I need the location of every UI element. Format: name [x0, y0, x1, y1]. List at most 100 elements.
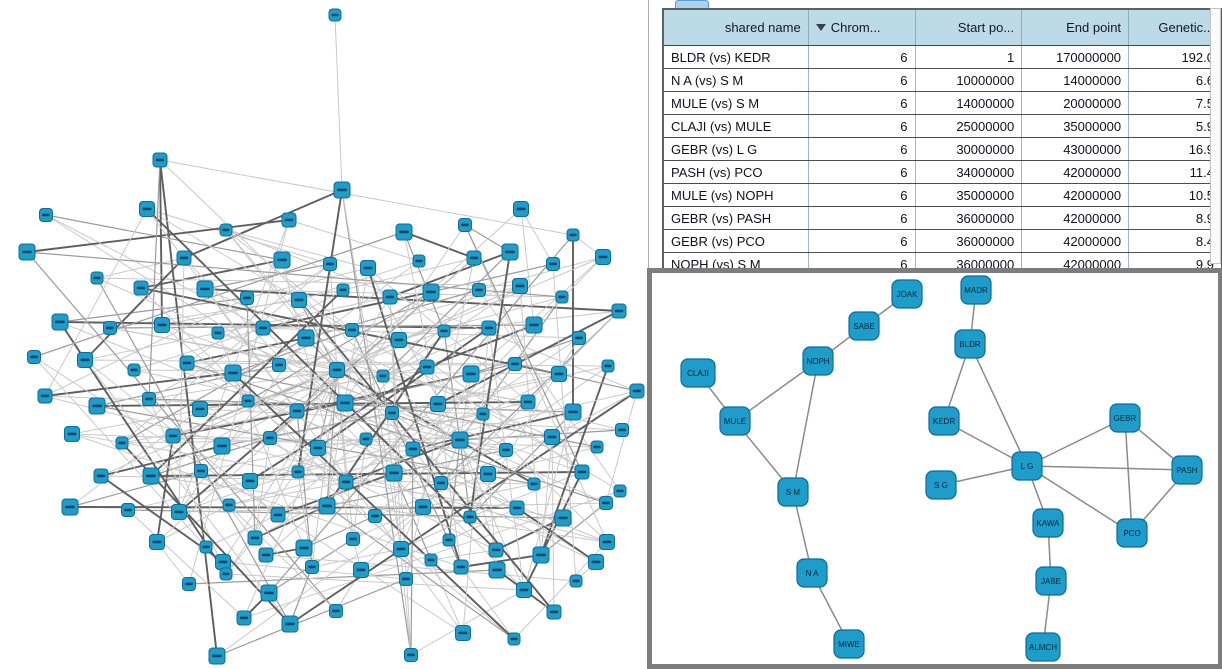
network-node[interactable]	[289, 403, 305, 419]
network-node[interactable]	[219, 567, 233, 581]
network-node-kawa[interactable]: KAWA	[1032, 508, 1064, 538]
network-node[interactable]	[391, 332, 407, 348]
filter-funnel-icon[interactable]	[815, 24, 826, 31]
network-node[interactable]	[393, 541, 409, 557]
network-node-pash[interactable]: PASH	[1171, 455, 1203, 485]
cell-value[interactable]: 42000000	[1021, 160, 1130, 184]
cell-shared-name[interactable]: N A (vs) S M	[662, 68, 809, 92]
network-node[interactable]	[192, 401, 208, 417]
network-node-l-g[interactable]: L G	[1011, 451, 1043, 481]
network-node[interactable]	[213, 437, 231, 455]
column-header-shared-name[interactable]: shared name	[662, 8, 809, 46]
table-scrollbar[interactable]	[1210, 8, 1221, 264]
network-node[interactable]	[295, 539, 313, 557]
network-node[interactable]	[338, 474, 354, 490]
network-node[interactable]	[555, 290, 569, 304]
network-node[interactable]	[240, 291, 254, 305]
network-node[interactable]	[574, 464, 590, 480]
cell-value[interactable]: 14000000	[914, 91, 1023, 115]
cell-value[interactable]: 6	[807, 137, 916, 161]
cell-value[interactable]: 42000000	[1021, 229, 1130, 253]
network-node[interactable]	[88, 397, 106, 415]
network-node[interactable]	[133, 280, 149, 296]
network-node[interactable]	[171, 504, 187, 520]
network-node[interactable]	[601, 359, 615, 373]
network-node[interactable]	[516, 582, 532, 598]
cell-value[interactable]: 170000000	[1021, 45, 1130, 69]
network-node[interactable]	[247, 530, 263, 546]
table-row[interactable]: GEBR (vs) PCO 6 36000000 42000000 8.4	[662, 229, 1222, 253]
cell-shared-name[interactable]: MULE (vs) S M	[662, 91, 809, 115]
network-node[interactable]	[194, 464, 208, 478]
column-header-genetic-[interactable]: Genetic...	[1128, 8, 1222, 46]
network-node[interactable]	[176, 250, 192, 266]
network-node[interactable]	[385, 406, 399, 420]
cell-shared-name[interactable]: MULE (vs) NOPH	[662, 183, 809, 207]
network-node[interactable]	[18, 243, 36, 261]
network-node[interactable]	[430, 396, 446, 412]
network-node[interactable]	[152, 152, 168, 168]
network-node[interactable]	[437, 324, 451, 338]
network-node[interactable]	[566, 228, 580, 242]
network-node[interactable]	[527, 477, 541, 491]
network-node[interactable]	[90, 271, 104, 285]
network-node[interactable]	[333, 181, 351, 199]
network-node[interactable]	[297, 329, 315, 347]
network-node[interactable]	[599, 496, 613, 510]
network-node[interactable]	[368, 509, 382, 523]
network-node[interactable]	[196, 280, 214, 298]
network-node-mule[interactable]: MULE	[719, 406, 751, 436]
network-node[interactable]	[611, 303, 627, 319]
network-node[interactable]	[318, 497, 336, 515]
table-row[interactable]: MULE (vs) NOPH 6 35000000 42000000 10.5	[662, 183, 1222, 207]
network-node[interactable]	[142, 467, 160, 485]
network-node[interactable]	[165, 428, 181, 444]
table-row[interactable]: GEBR (vs) L G 6 30000000 43000000 16.9	[662, 137, 1222, 161]
column-header-chrom-[interactable]: Chrom...	[807, 8, 916, 46]
cell-value[interactable]: 6	[807, 206, 916, 230]
network-node[interactable]	[422, 283, 440, 301]
cell-value[interactable]: 34000000	[914, 160, 1023, 184]
network-node[interactable]	[27, 350, 41, 364]
table-row[interactable]: GEBR (vs) PASH 6 36000000 42000000 8.9	[662, 206, 1222, 230]
network-node[interactable]	[305, 560, 319, 574]
network-node[interactable]	[263, 431, 277, 445]
cell-value[interactable]: 192.0	[1128, 45, 1222, 69]
network-node-miwe[interactable]: MIWE	[833, 629, 865, 659]
network-node[interactable]	[255, 320, 271, 336]
network-node[interactable]	[488, 561, 506, 579]
cell-value[interactable]: 10.5	[1128, 183, 1222, 207]
column-header-end-point[interactable]: End point	[1021, 8, 1130, 46]
network-node[interactable]	[310, 440, 326, 456]
network-node[interactable]	[39, 208, 53, 222]
cell-value[interactable]: 20000000	[1021, 91, 1130, 115]
network-node[interactable]	[569, 574, 583, 588]
network-node-s-g[interactable]: S G	[925, 470, 957, 500]
network-node[interactable]	[127, 363, 141, 377]
network-node-bldr[interactable]: BLDR	[954, 329, 986, 359]
network-node[interactable]	[509, 500, 525, 516]
cell-value[interactable]: 1	[914, 45, 1023, 69]
cell-value[interactable]: 43000000	[1021, 137, 1130, 161]
network-node[interactable]	[395, 223, 413, 241]
network-node-claji[interactable]: CLAJI	[680, 358, 716, 388]
network-node-gebr[interactable]: GEBR	[1109, 403, 1141, 433]
table-row[interactable]: MULE (vs) S M 6 14000000 20000000 7.5	[662, 91, 1222, 115]
network-node[interactable]	[564, 403, 582, 421]
network-node[interactable]	[64, 426, 80, 442]
cell-value[interactable]: 6	[807, 229, 916, 253]
network-node[interactable]	[273, 251, 291, 269]
network-node[interactable]	[142, 392, 156, 406]
network-node[interactable]	[51, 313, 69, 331]
network-node[interactable]	[149, 534, 165, 550]
network-node[interactable]	[501, 243, 519, 261]
network-node-s-m[interactable]: S M	[777, 477, 809, 507]
main-network-canvas[interactable]	[0, 0, 648, 669]
cell-value[interactable]: 36000000	[914, 229, 1023, 253]
cell-value[interactable]: 35000000	[1021, 114, 1130, 138]
cell-value[interactable]: 7.5	[1128, 91, 1222, 115]
network-node[interactable]	[93, 468, 109, 484]
table-row[interactable]: N A (vs) S M 6 10000000 14000000 6.6	[662, 68, 1222, 92]
network-node[interactable]	[291, 292, 307, 308]
network-node[interactable]	[270, 507, 286, 523]
